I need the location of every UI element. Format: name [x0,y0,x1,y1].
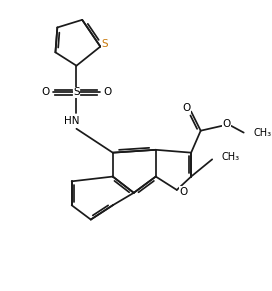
Text: O: O [42,88,50,97]
Text: CH₃: CH₃ [253,127,271,138]
Text: O: O [182,103,190,113]
Text: CH₃: CH₃ [222,152,240,162]
Text: O: O [179,187,188,197]
Text: S: S [73,88,80,97]
Text: O: O [103,88,111,97]
Text: O: O [222,119,231,129]
Text: S: S [102,39,109,49]
Text: HN: HN [64,116,79,126]
